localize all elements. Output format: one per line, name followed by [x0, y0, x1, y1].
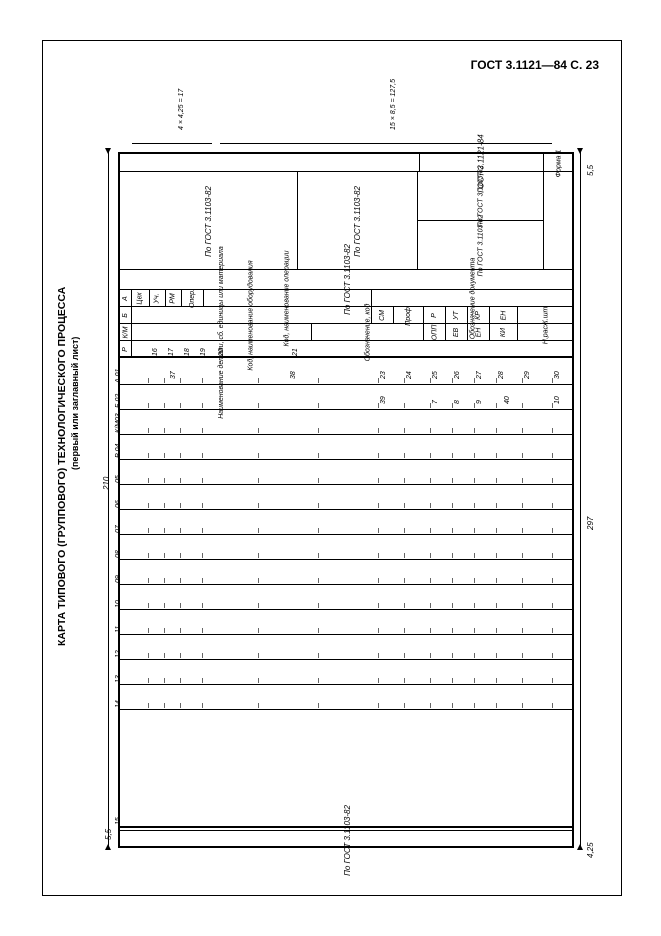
- arrow-icon: [577, 148, 583, 154]
- arrow-icon: [105, 148, 111, 154]
- table-row: 12: [120, 635, 574, 660]
- table-body: А 01 37 38 23 24 25 26 27 28 29 30 Б 02 …: [120, 360, 574, 830]
- table-row: 08: [120, 535, 574, 560]
- h2-blank: [544, 172, 574, 270]
- table-row: 07: [120, 510, 574, 535]
- page-header-ref: ГОСТ 3.1121—84 С. 23: [471, 58, 599, 72]
- table-row: Р 04: [120, 435, 574, 460]
- form-table: ГОСТ 3.1121-84 Форма 1 По ГОСТ 3.1103-82…: [118, 152, 574, 848]
- dim-15x85: 15 × 8,5 = 127,5: [390, 79, 397, 130]
- h2-gost-d: По ГОСТ 3.1103-82: [418, 221, 544, 270]
- hdr-row-B: Б Код, наименование оборудования СМ Проф…: [120, 307, 574, 324]
- h2-gost-a: По ГОСТ 3.1103-82: [120, 172, 298, 270]
- arrow-icon: [577, 844, 583, 850]
- hdr-row-KM: К/М Наименование детали, сб. единицы или…: [120, 324, 574, 341]
- table-row: А 01 37 38 23 24 25 26 27 28 29 30: [120, 360, 574, 385]
- header-row-1: ГОСТ 3.1121-84 Форма 1: [120, 154, 574, 172]
- dim-line-left: [108, 150, 109, 850]
- h1-blank: [120, 154, 420, 172]
- hdr-row-P: Р 16 17 18 19 20 21: [120, 341, 574, 358]
- dim-297: 297: [586, 517, 595, 530]
- table-row: 11: [120, 610, 574, 635]
- table-row: 09: [120, 560, 574, 585]
- form-number: Форма 1: [544, 154, 574, 172]
- dim-line-top1: [132, 143, 212, 144]
- dim-55-right: 5,5: [586, 165, 595, 176]
- hdr-row-A: А Цех Уч. РМ Опер. Код, наименование опе…: [120, 290, 574, 307]
- table-row: 10: [120, 585, 574, 610]
- table-row: 05: [120, 460, 574, 485]
- dim-425: 4,25: [586, 842, 595, 858]
- header-row-3: По ГОСТ 3.1103-82: [120, 270, 574, 290]
- column-headers: А Цех Уч. РМ Опер. Код, наименование опе…: [120, 290, 574, 358]
- h2-gost-b: По ГОСТ 3.1103-82: [298, 172, 418, 270]
- table-footer: По ГОСТ 3.1103-82: [120, 830, 574, 850]
- table-row: Б 02 39 7 8 9 40 10: [120, 385, 574, 410]
- dim-line-right: [580, 150, 581, 850]
- table-row: 06: [120, 485, 574, 510]
- arrow-icon: [105, 844, 111, 850]
- dim-4x425: 4 × 4,25 = 17: [178, 89, 185, 130]
- table-row: К/М03: [120, 410, 574, 435]
- dim-line-top2: [220, 143, 552, 144]
- doc-subtitle: (первый или заглавный лист): [70, 337, 80, 470]
- table-row: 13: [120, 660, 574, 685]
- doc-title: КАРТА ТИПОВОГО (ГРУППОВОГО) ТЕХНОЛОГИЧЕС…: [56, 287, 68, 646]
- table-row: 14: [120, 685, 574, 710]
- dim-210: 210: [102, 477, 111, 490]
